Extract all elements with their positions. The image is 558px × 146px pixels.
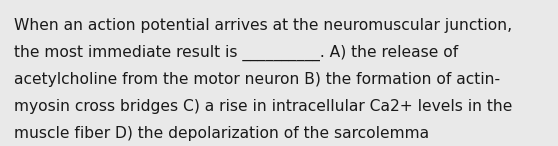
Text: acetylcholine from the motor neuron B) the formation of actin-: acetylcholine from the motor neuron B) t… (14, 72, 500, 87)
Text: muscle fiber D) the depolarization of the sarcolemma: muscle fiber D) the depolarization of th… (14, 126, 429, 141)
Text: myosin cross bridges C) a rise in intracellular Ca2+ levels in the: myosin cross bridges C) a rise in intrac… (14, 99, 512, 114)
Text: the most immediate result is __________. A) the release of: the most immediate result is __________.… (14, 45, 458, 61)
Text: When an action potential arrives at the neuromuscular junction,: When an action potential arrives at the … (14, 18, 512, 33)
